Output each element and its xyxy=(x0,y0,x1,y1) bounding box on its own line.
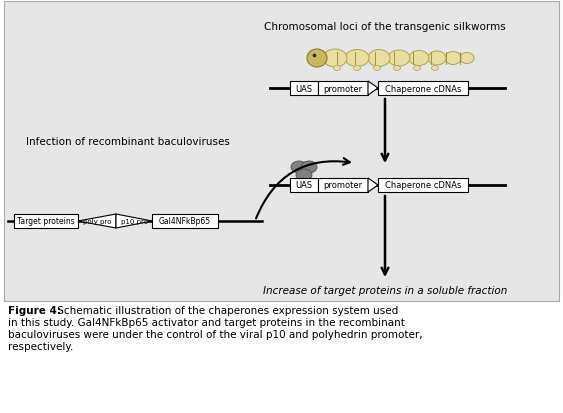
Text: in this study. Gal4NFkBp65 activator and target proteins in the recombinant: in this study. Gal4NFkBp65 activator and… xyxy=(8,317,405,327)
FancyArrowPatch shape xyxy=(256,159,350,219)
Ellipse shape xyxy=(373,66,381,71)
Text: promoter: promoter xyxy=(323,181,363,190)
Text: promoter: promoter xyxy=(323,84,363,93)
Ellipse shape xyxy=(388,51,410,67)
FancyBboxPatch shape xyxy=(318,82,368,96)
Polygon shape xyxy=(368,178,378,192)
Ellipse shape xyxy=(354,66,360,71)
Text: Gal4NFkBp65: Gal4NFkBp65 xyxy=(159,217,211,226)
Text: Target proteins: Target proteins xyxy=(17,217,75,226)
Text: Infection of recombinant baculoviruses: Infection of recombinant baculoviruses xyxy=(26,137,230,147)
FancyBboxPatch shape xyxy=(4,2,559,301)
Text: Increase of target proteins in a soluble fraction: Increase of target proteins in a soluble… xyxy=(263,285,507,295)
Text: poly pro: poly pro xyxy=(83,218,111,224)
Text: p10 pro: p10 pro xyxy=(120,218,148,224)
Ellipse shape xyxy=(460,53,474,64)
Ellipse shape xyxy=(301,161,317,173)
Ellipse shape xyxy=(409,51,429,66)
Text: UAS: UAS xyxy=(296,181,312,190)
Text: Chaperone cDNAs: Chaperone cDNAs xyxy=(385,84,461,93)
Text: baculoviruses were under the control of the viral p10 and polyhedrin promoter,: baculoviruses were under the control of … xyxy=(8,329,423,339)
Ellipse shape xyxy=(431,66,439,71)
Polygon shape xyxy=(116,214,152,228)
Ellipse shape xyxy=(291,161,307,173)
Ellipse shape xyxy=(368,50,390,67)
FancyBboxPatch shape xyxy=(318,178,368,192)
Ellipse shape xyxy=(413,66,421,71)
FancyBboxPatch shape xyxy=(14,214,78,228)
FancyBboxPatch shape xyxy=(378,82,468,96)
Ellipse shape xyxy=(296,170,312,182)
Text: Chromosomal loci of the transgenic silkworms: Chromosomal loci of the transgenic silkw… xyxy=(264,22,506,32)
Polygon shape xyxy=(78,214,116,228)
Ellipse shape xyxy=(345,50,369,67)
Ellipse shape xyxy=(445,52,461,65)
Ellipse shape xyxy=(394,66,400,71)
FancyBboxPatch shape xyxy=(290,178,318,192)
Text: UAS: UAS xyxy=(296,84,312,93)
Ellipse shape xyxy=(307,50,327,68)
Polygon shape xyxy=(368,82,378,96)
Ellipse shape xyxy=(323,50,347,68)
FancyBboxPatch shape xyxy=(290,82,318,96)
Ellipse shape xyxy=(428,52,446,66)
Text: Schematic illustration of the chaperones expression system used: Schematic illustration of the chaperones… xyxy=(54,305,398,315)
Ellipse shape xyxy=(333,66,341,71)
Text: respectively.: respectively. xyxy=(8,341,73,351)
FancyBboxPatch shape xyxy=(152,214,218,228)
FancyBboxPatch shape xyxy=(378,178,468,192)
Text: Chaperone cDNAs: Chaperone cDNAs xyxy=(385,181,461,190)
Text: Figure 4:: Figure 4: xyxy=(8,305,61,315)
